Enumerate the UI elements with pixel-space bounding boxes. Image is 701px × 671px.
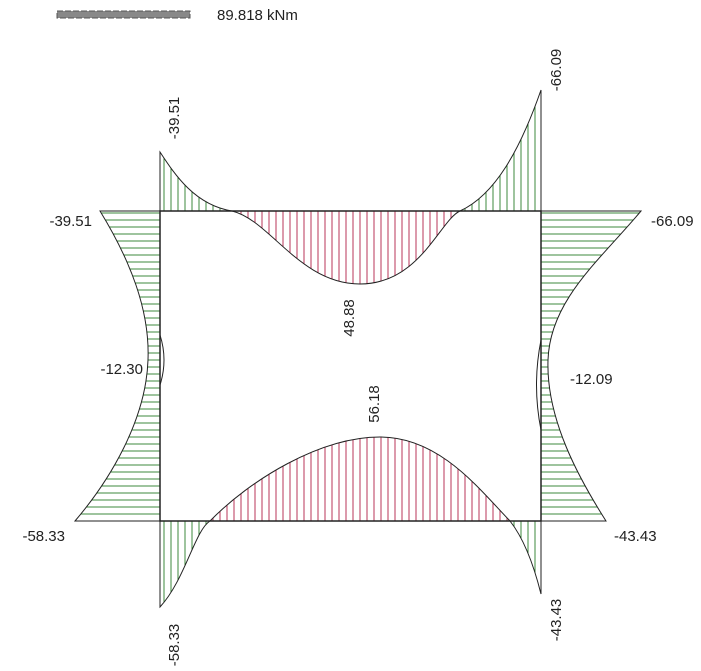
moment-label: -12.09: [570, 371, 613, 388]
moment-label: -39.51: [49, 213, 92, 230]
moment-label: -58.33: [22, 528, 65, 545]
scale-bar: [56, 10, 191, 19]
top-beam-moment: [159, 89, 542, 285]
right-column-moment: [536, 210, 643, 522]
moment-label: -12.30: [100, 361, 143, 378]
moment-label: 48.88: [341, 299, 358, 337]
moment-label: -66.09: [548, 49, 565, 92]
moment-label: -39.51: [166, 97, 183, 140]
left-column-moment: [73, 210, 165, 522]
bottom-beam-moment: [159, 436, 542, 609]
moment-label: -58.33: [166, 624, 183, 667]
scale-label: 89.818 kNm: [217, 7, 298, 24]
moment-label: 56.18: [366, 385, 383, 423]
moment-label: -43.43: [614, 528, 657, 545]
frame: [159, 210, 542, 522]
moment-label: -66.09: [651, 213, 694, 230]
moment-label: -43.43: [548, 599, 565, 642]
